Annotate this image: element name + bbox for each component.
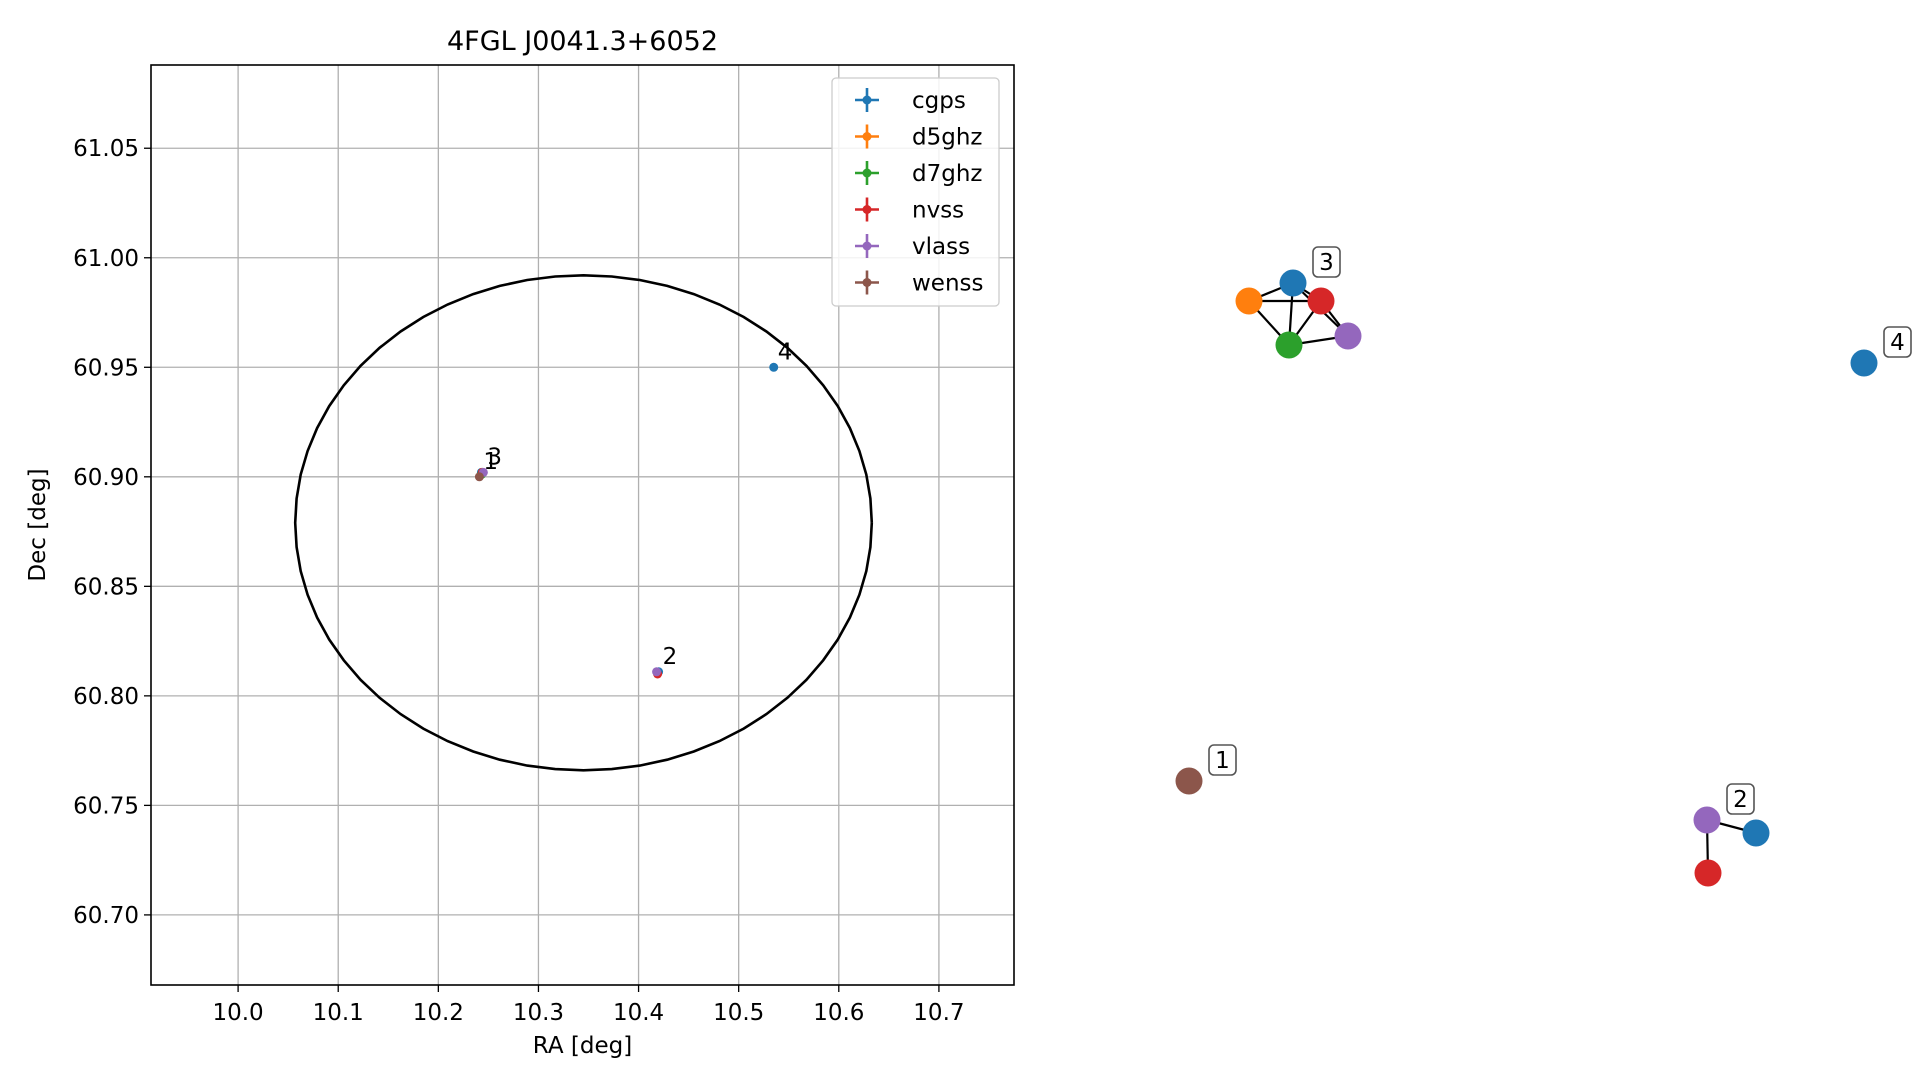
grid-layer <box>151 65 1014 985</box>
legend-box <box>831 77 1000 307</box>
plot-frame <box>150 64 1015 986</box>
y-tick-label: 60.95 <box>73 355 139 381</box>
legend-label-d7ghz: d7ghz <box>912 161 982 187</box>
x-tick-label: 10.4 <box>613 1000 664 1026</box>
x-tick-label: 10.0 <box>212 1000 263 1026</box>
point-annotation: 3 <box>487 444 502 470</box>
y-tick-label: 61.05 <box>73 136 139 162</box>
graph-label-box <box>1883 326 1912 358</box>
graph-label-box <box>1208 744 1237 776</box>
data-point-vlass <box>652 667 662 677</box>
graph-node-d7ghz <box>1275 331 1303 359</box>
point-annotation: 2 <box>663 644 678 670</box>
scatter-plot-panel: 13 2 4 10.0 10.1 10.2 10.3 10.4 10.5 10.6 10.7 60.… <box>25 26 1015 1059</box>
graph-labels: 3 4 1 2 <box>1208 246 1912 815</box>
point-annotation: 4 <box>778 339 793 365</box>
x-tick-label: 10.6 <box>813 1000 864 1026</box>
graph-node-vlass <box>1334 322 1362 350</box>
graph-label: 2 <box>1733 787 1748 813</box>
graph-node-nvss <box>1694 859 1722 887</box>
ticks-layer: 10.0 10.1 10.2 10.3 10.4 10.5 10.6 10.7 60.70 60.… <box>73 136 964 1026</box>
data-point-wenss <box>474 472 484 482</box>
x-tick-label: 10.5 <box>713 1000 764 1026</box>
graph-label: 4 <box>1890 330 1905 356</box>
legend-dot-wenss <box>862 278 872 287</box>
graph-node-cgps <box>1850 349 1878 377</box>
graph-node-nvss <box>1307 287 1335 315</box>
x-tick-label: 10.1 <box>313 1000 364 1026</box>
point-annotation: 1 <box>483 449 498 475</box>
data-point-cgps <box>769 362 779 372</box>
error-ellipse <box>293 273 874 772</box>
x-tick-label: 10.7 <box>913 1000 964 1026</box>
graph-node-d5ghz <box>1235 287 1263 315</box>
y-tick-label: 60.85 <box>73 574 139 600</box>
graph-panel: 3 4 1 2 <box>1175 246 1912 887</box>
graph-label: 3 <box>1319 250 1334 276</box>
legend-label-vlass: vlass <box>912 234 970 260</box>
points-layer <box>474 362 779 679</box>
x-axis-label: RA [deg] <box>533 1033 632 1059</box>
legend-dot-d5ghz <box>862 132 872 141</box>
legend-label-wenss: wenss <box>912 271 984 297</box>
graph-label: 1 <box>1215 748 1230 774</box>
legend-label-d5ghz: d5ghz <box>912 125 982 151</box>
x-tick-label: 10.2 <box>413 1000 464 1026</box>
y-axis-label: Dec [deg] <box>25 468 51 581</box>
y-tick-label: 60.80 <box>73 684 139 710</box>
legend-label-cgps: cgps <box>912 88 966 114</box>
y-tick-label: 60.75 <box>73 793 139 819</box>
graph-node-cgps <box>1279 269 1307 297</box>
y-tick-label: 60.90 <box>73 465 139 491</box>
graph-nodes <box>1175 269 1878 887</box>
graph-node-cgps <box>1742 819 1770 847</box>
graph-label-box <box>1312 246 1341 278</box>
legend-dot-nvss <box>862 205 872 214</box>
graph-edges <box>1248 281 1757 874</box>
graph-label-box <box>1726 783 1755 815</box>
x-tick-label: 10.3 <box>513 1000 564 1026</box>
graph-node-vlass <box>1693 806 1721 834</box>
legend-dot-cgps <box>862 95 872 105</box>
legend-dot-vlass <box>862 241 872 251</box>
y-tick-label: 61.00 <box>73 246 139 272</box>
ellipse-layer <box>293 273 874 772</box>
legend-dot-d7ghz <box>862 168 872 178</box>
legend-label-nvss: nvss <box>912 198 964 224</box>
legend: cgps d5ghz d7ghz nvss vlass wenss <box>831 77 1000 307</box>
chart-title: 4FGL J0041.3+6052 <box>447 26 718 57</box>
annotation-layer: 13 2 4 <box>483 339 792 669</box>
graph-node-wenss <box>1175 767 1203 795</box>
y-tick-label: 60.70 <box>73 903 139 929</box>
